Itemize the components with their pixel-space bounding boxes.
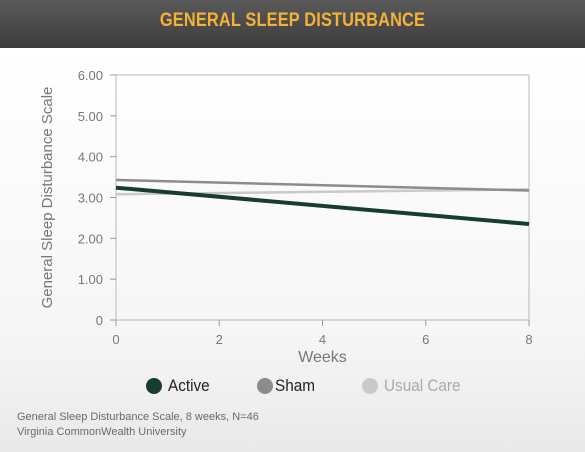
legend: Active Sham Usual Care — [0, 376, 585, 398]
legend-swatch-usual-care — [362, 378, 378, 394]
legend-swatch-active — [146, 378, 162, 394]
x-tick-label: 2 — [216, 332, 223, 347]
legend-label-sham: Sham — [275, 376, 315, 395]
x-tick-label: 8 — [525, 332, 532, 347]
legend-label-usual-care: Usual Care — [384, 376, 461, 395]
footer-line-1: General Sleep Disturbance Scale, 8 weeks… — [17, 411, 259, 423]
chart-header: GENERAL SLEEP DISTURBANCE — [0, 0, 585, 48]
y-tick-label: 2.00 — [78, 231, 103, 246]
x-tick-label: 6 — [422, 332, 429, 347]
legend-item-sham: Sham — [257, 376, 319, 396]
y-tick-label: 1.00 — [78, 272, 103, 287]
y-tick-label: 5.00 — [78, 109, 103, 124]
series-line-sham — [115, 178, 530, 192]
legend-swatch-sham — [257, 378, 273, 394]
y-tick-label: 3.00 — [78, 191, 103, 206]
footer-note: General Sleep Disturbance Scale, 8 weeks… — [17, 410, 259, 440]
y-tick-label: 6.00 — [78, 68, 103, 83]
x-tick-label: 0 — [112, 332, 119, 347]
y-tick-label: 0 — [96, 313, 103, 328]
x-axis-label: Weeks — [298, 349, 347, 366]
footer-line-2: Virginia CommonWealth University — [17, 426, 187, 438]
legend-label-active: Active — [168, 376, 210, 395]
legend-item-active: Active — [146, 376, 214, 396]
series-line-active — [115, 185, 530, 227]
x-tick-label: 4 — [319, 332, 326, 347]
chart-panel — [0, 48, 585, 452]
y-axis-label: General Sleep Disturbance Scale — [39, 87, 56, 309]
y-tick-label: 4.00 — [78, 150, 103, 165]
plot-area — [115, 74, 530, 321]
chart-title: GENERAL SLEEP DISTURBANCE — [159, 10, 426, 31]
legend-item-usual-care: Usual Care — [362, 376, 469, 396]
